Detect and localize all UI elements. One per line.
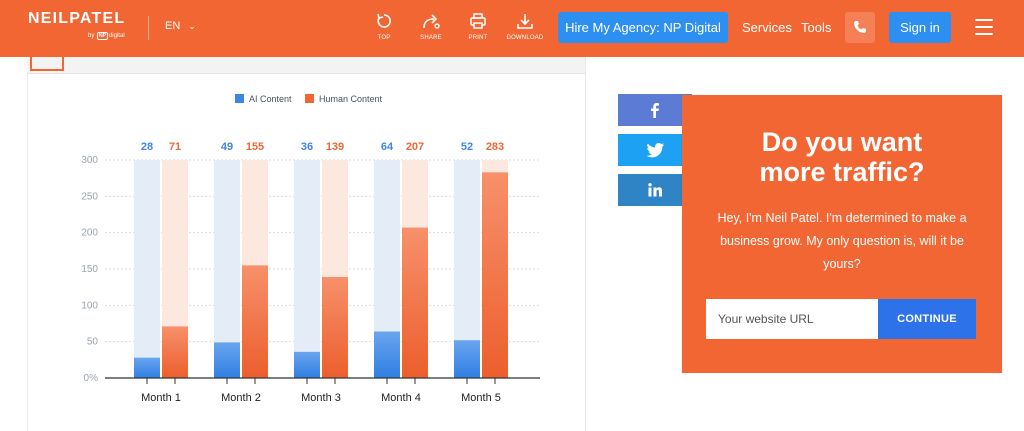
sign-in-button[interactable]: Sign in: [889, 12, 951, 43]
legend-human-content-label: Human Content: [319, 94, 383, 104]
nav-tools[interactable]: Tools: [801, 20, 832, 35]
y-tick-label: 200: [81, 228, 98, 239]
facebook-share-button[interactable]: [618, 94, 692, 126]
x-category-label: Month 3: [301, 392, 341, 404]
top-label: TOP: [377, 35, 391, 41]
bar-human-content: [242, 265, 268, 378]
bar-human-content: [482, 172, 508, 378]
bar-ai-content: [294, 351, 320, 378]
traffic-cta-box: Do you want more traffic? Hey, I'm Neil …: [682, 95, 1002, 373]
neilpatel-logo[interactable]: NEILPATEL by NP digital: [28, 10, 126, 40]
data-label-ai: 49: [221, 141, 233, 153]
cta-title-line-1: Do you want: [761, 127, 923, 157]
chevron-down-icon: ⌄: [188, 21, 196, 31]
language-label: EN: [165, 20, 181, 32]
top-navigation-bar: NEILPATEL by NP digital EN ⌄ TOP SHARE PRI…: [0, 0, 1024, 57]
phone-icon: [854, 21, 866, 33]
top-button[interactable]: TOP: [360, 12, 408, 41]
y-tick-label: 300: [81, 155, 98, 166]
y-tick-label: 250: [81, 191, 98, 202]
x-category-label: Month 5: [461, 392, 501, 404]
logo-by-text: by: [88, 33, 95, 39]
bar-chart-svg: 0% 50 100 150 200 250 300 AI Content Human Conte…: [81, 94, 540, 404]
logo-text: NEILPATEL: [28, 10, 126, 27]
data-label-human: 155: [246, 141, 264, 153]
print-button[interactable]: PRINT: [454, 12, 502, 41]
ai-vs-human-content-chart: 0% 50 100 150 200 250 300 AI Content Human Conte…: [60, 80, 560, 420]
x-category-label: Month 2: [221, 392, 261, 404]
legend-human-content-swatch: [305, 94, 314, 103]
linkedin-share-button[interactable]: [618, 174, 692, 206]
share-icon: [423, 14, 440, 29]
logo-byline: by NP digital: [88, 32, 125, 40]
legend-ai-content-swatch: [235, 94, 244, 103]
x-category-label: Month 1: [141, 392, 181, 404]
bar-background-ai: [134, 160, 160, 378]
hire-agency-button[interactable]: Hire My Agency: NP Digital: [558, 12, 728, 43]
download-icon: [517, 14, 533, 29]
share-button[interactable]: SHARE: [407, 12, 455, 41]
print-label: PRINT: [468, 35, 488, 41]
cta-title: Do you want more traffic?: [682, 127, 1002, 187]
np-digital-badge: NP: [97, 32, 108, 40]
bar-human-content: [162, 326, 188, 378]
twitter-icon: [647, 143, 664, 158]
website-url-input[interactable]: [706, 299, 878, 339]
bar-human-content: [402, 227, 428, 378]
bar-ai-content: [214, 342, 240, 378]
data-label-ai: 64: [381, 141, 394, 153]
bar-ai-content: [374, 331, 400, 378]
top-icon: [377, 13, 391, 28]
bar-human-content: [322, 276, 348, 378]
bar-background-ai: [294, 160, 320, 378]
print-icon: [470, 13, 486, 29]
facebook-icon: [651, 103, 659, 118]
phone-button[interactable]: [845, 12, 875, 43]
nav-services[interactable]: Services: [742, 20, 792, 35]
x-category-label: Month 4: [381, 392, 421, 404]
y-tick-label: 150: [81, 264, 98, 275]
data-label-human: 71: [169, 141, 181, 153]
figure-top-bar: [27, 57, 585, 74]
cta-description: Hey, I'm Neil Patel. I'm determined to m…: [717, 211, 967, 271]
bar-background-ai: [214, 160, 240, 378]
data-label-ai: 52: [461, 141, 473, 153]
data-label-human: 139: [326, 141, 344, 153]
figure-frame-icon: [30, 57, 64, 71]
header-divider: [148, 16, 149, 40]
data-label-ai: 36: [301, 141, 313, 153]
share-label: SHARE: [420, 35, 442, 41]
hamburger-icon[interactable]: [975, 19, 993, 35]
download-button[interactable]: DOWNLOAD: [501, 12, 549, 41]
download-label: DOWNLOAD: [506, 35, 544, 41]
data-label-ai: 28: [141, 141, 153, 153]
cta-title-line-2: more traffic?: [759, 157, 925, 187]
data-label-human: 283: [486, 141, 504, 153]
y-tick-label: 0%: [84, 373, 99, 384]
linkedin-icon: [648, 183, 662, 197]
continue-button[interactable]: CONTINUE: [878, 299, 976, 339]
language-selector[interactable]: EN ⌄: [165, 20, 196, 32]
logo-digital-text: digital: [108, 33, 125, 39]
data-label-human: 207: [406, 141, 424, 153]
legend-ai-content-label: AI Content: [249, 94, 292, 104]
article-border: [27, 57, 28, 431]
y-tick-label: 50: [87, 337, 99, 348]
bar-ai-content: [454, 340, 480, 378]
bar-ai-content: [134, 357, 160, 378]
twitter-share-button[interactable]: [618, 134, 692, 166]
y-tick-label: 100: [81, 300, 98, 311]
